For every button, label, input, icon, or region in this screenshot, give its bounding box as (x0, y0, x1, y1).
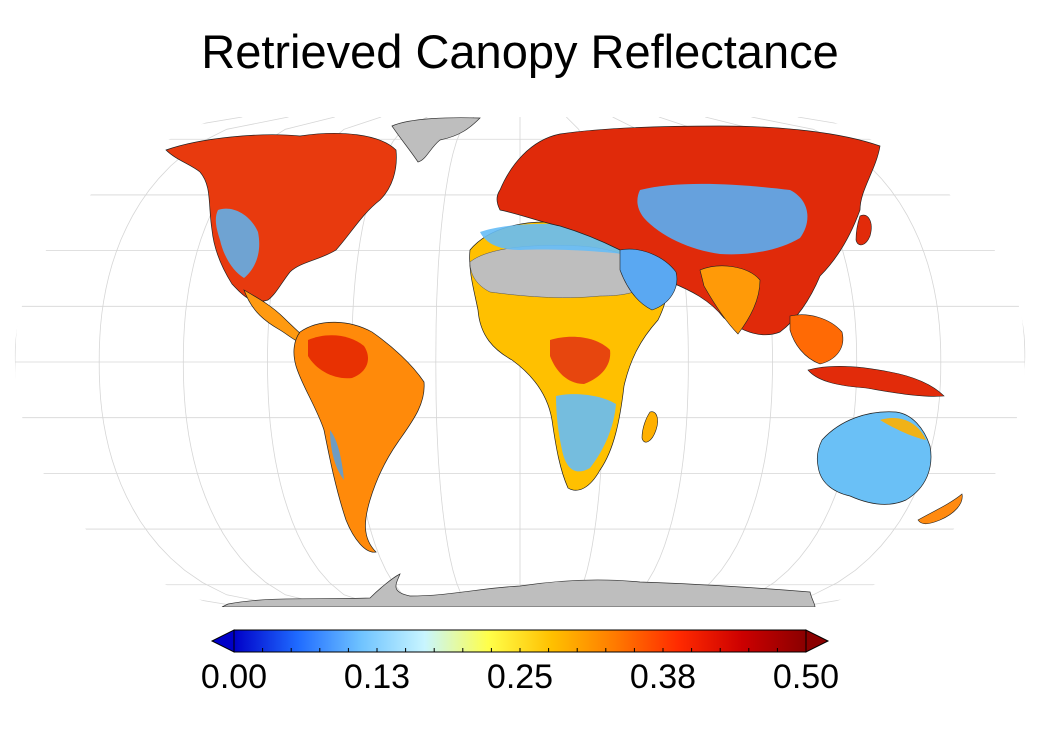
colorbar-tick-label: 0.00 (200, 658, 268, 696)
greenland-landmass (391, 117, 481, 163)
south-america-landmass (293, 321, 425, 553)
patagonia-lowreflectance (330, 430, 344, 480)
north-america-landmass (165, 133, 397, 302)
colorbar-tick-label: 0.38 (629, 658, 697, 696)
colorbar-under-arrow (210, 629, 235, 653)
colorbar-tick-label: 0.50 (772, 658, 840, 696)
southern-africa-lowreflectance (556, 394, 616, 472)
central-asia-lowreflectance (637, 183, 808, 255)
congo-high-reflectance (550, 336, 611, 384)
new-zealand-landmass (917, 493, 963, 525)
madagascar-landmass (641, 411, 658, 443)
australia-landmass (816, 411, 932, 505)
colorbar-over-arrow (805, 629, 830, 653)
western-us-lowreflectance (215, 208, 260, 278)
colorbar-tick-label: 0.25 (486, 658, 554, 696)
colorbar-tick-label: 0.13 (343, 658, 411, 696)
arabia-landmass (619, 248, 678, 311)
map-title: Retrieved Canopy Reflectance (201, 25, 839, 78)
amazon-high-reflectance (308, 335, 368, 379)
colorbar-minor-ticks (262, 648, 778, 652)
india-landmass (699, 265, 761, 335)
japan-landmass (855, 214, 872, 246)
southeast-asia-landmass (789, 314, 844, 365)
antarctica-landmass (221, 573, 816, 607)
australia-coastal-reflectance (880, 418, 926, 440)
indonesia-islands (807, 366, 945, 397)
colorbar (210, 629, 830, 653)
